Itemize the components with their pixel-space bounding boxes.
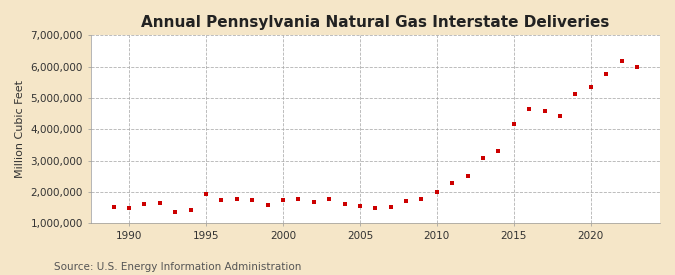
Point [247, 198, 258, 202]
Point [416, 197, 427, 201]
Point [185, 208, 196, 212]
Point [308, 200, 319, 204]
Y-axis label: Million Cubic Feet: Million Cubic Feet [15, 80, 25, 178]
Point [216, 198, 227, 202]
Point [170, 210, 181, 215]
Point [478, 156, 489, 160]
Point [293, 197, 304, 201]
Point [155, 200, 165, 205]
Point [431, 190, 442, 194]
Point [370, 206, 381, 211]
Point [524, 107, 535, 111]
Point [262, 202, 273, 207]
Point [385, 204, 396, 209]
Point [324, 197, 335, 202]
Point [108, 204, 119, 209]
Point [601, 72, 612, 76]
Point [447, 181, 458, 186]
Point [401, 198, 412, 203]
Point [232, 197, 242, 202]
Point [539, 109, 550, 113]
Point [277, 197, 288, 202]
Point [462, 174, 473, 179]
Text: Source: U.S. Energy Information Administration: Source: U.S. Energy Information Administ… [54, 262, 301, 272]
Title: Annual Pennsylvania Natural Gas Interstate Deliveries: Annual Pennsylvania Natural Gas Intersta… [141, 15, 610, 30]
Point [632, 65, 643, 70]
Point [555, 114, 566, 118]
Point [354, 204, 365, 208]
Point [339, 202, 350, 207]
Point [585, 85, 596, 89]
Point [493, 149, 504, 154]
Point [570, 92, 580, 96]
Point [139, 202, 150, 207]
Point [508, 122, 519, 126]
Point [616, 59, 627, 64]
Point [200, 191, 211, 196]
Point [124, 206, 134, 210]
